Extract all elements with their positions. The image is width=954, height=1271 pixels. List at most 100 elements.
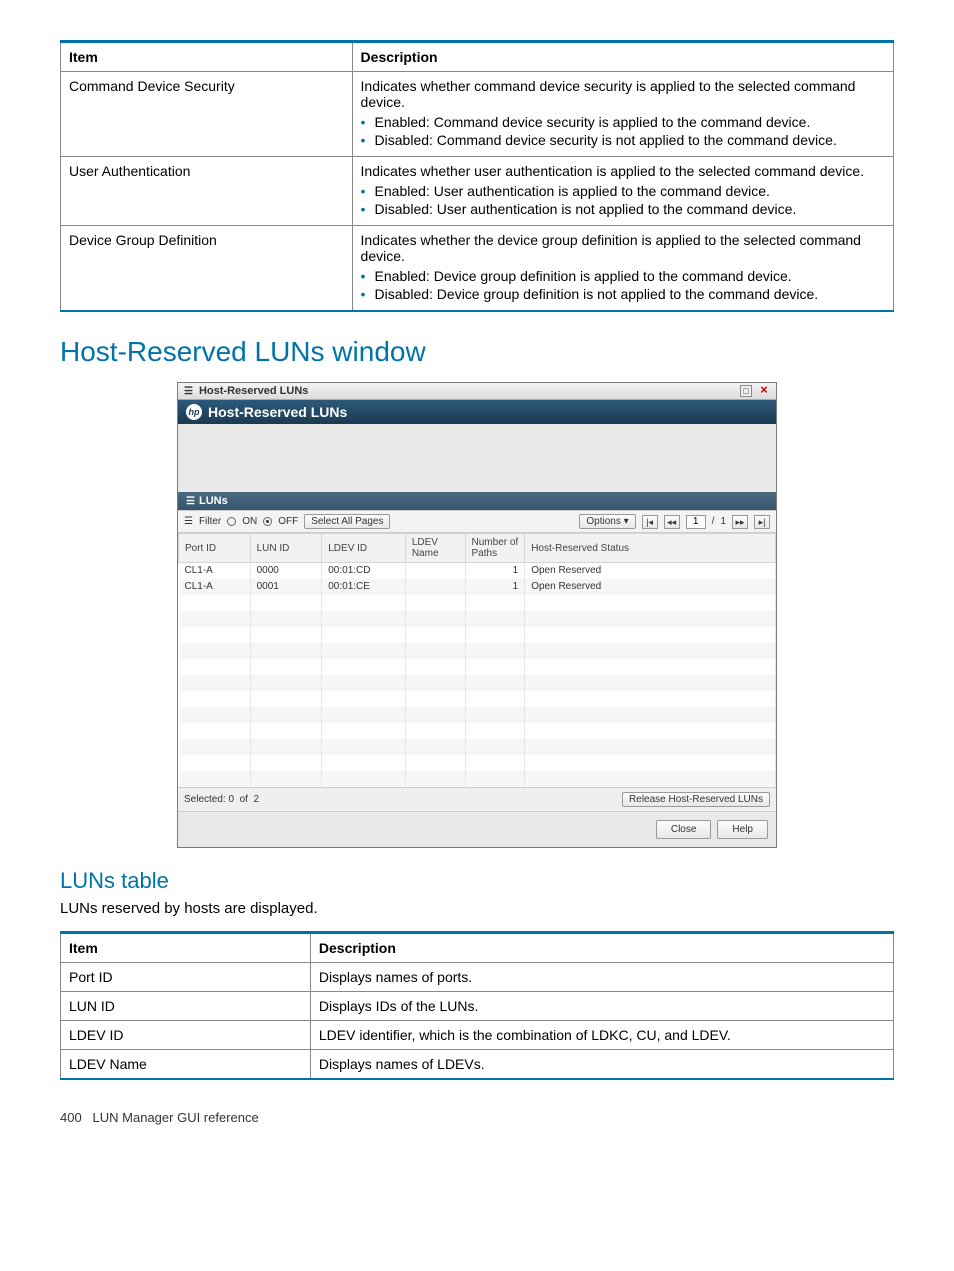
table-row: LDEV ID LDEV identifier, which is the co… xyxy=(61,1020,894,1049)
host-reserved-luns-dialog: ☰ Host-Reserved LUNs □ × hp Host-Reserve… xyxy=(177,382,777,848)
dialog-titlebar: ☰ Host-Reserved LUNs □ × xyxy=(178,383,776,400)
table-row: Port ID Displays names of ports. xyxy=(61,962,894,991)
col-ldev-name[interactable]: LDEV Name xyxy=(405,534,465,563)
bullet: Disabled: Device group definition is not… xyxy=(375,286,885,302)
page-first-button[interactable]: |◂ xyxy=(642,515,658,529)
filter-bar: ☰ Filter ON OFF Select All Pages Options… xyxy=(178,510,776,533)
select-all-pages-button[interactable]: Select All Pages xyxy=(304,514,390,529)
grid-row-empty xyxy=(179,739,776,755)
grid-row-empty xyxy=(179,643,776,659)
cell-item: Device Group Definition xyxy=(61,226,353,312)
cell-lun: 0001 xyxy=(250,579,322,595)
cell-item: LDEV Name xyxy=(61,1049,311,1079)
status-bar: Selected: 0 of 2 Release Host-Reserved L… xyxy=(178,787,776,811)
col-header-desc: Description xyxy=(352,42,893,72)
page-footer-text: LUN Manager GUI reference xyxy=(93,1110,259,1125)
grid-row[interactable]: CL1-A 0001 00:01:CE 1 Open Reserved xyxy=(179,579,776,595)
filter-off-radio[interactable] xyxy=(263,517,272,526)
definitions-table: Item Description Command Device Security… xyxy=(60,40,894,312)
col-ldev-id[interactable]: LDEV ID xyxy=(322,534,406,563)
col-num-paths[interactable]: Number of Paths xyxy=(465,534,525,563)
table-row: LDEV Name Displays names of LDEVs. xyxy=(61,1049,894,1079)
page-total: 1 xyxy=(720,516,726,527)
luns-panel-header[interactable]: ☰ LUNs xyxy=(178,492,776,510)
grid-row-empty xyxy=(179,723,776,739)
cell-status: Open Reserved xyxy=(525,563,776,579)
filter-label: Filter xyxy=(199,516,221,527)
col-port-id[interactable]: Port ID xyxy=(179,534,251,563)
table-row: Device Group Definition Indicates whethe… xyxy=(61,226,894,312)
page-last-button[interactable]: ▸| xyxy=(754,515,770,529)
cell-status: Open Reserved xyxy=(525,579,776,595)
page-current-input[interactable] xyxy=(686,515,706,529)
bullet: Enabled: Command device security is appl… xyxy=(375,114,885,130)
cell-item: Command Device Security xyxy=(61,72,353,157)
desc-text: Indicates whether user authentication is… xyxy=(361,163,865,179)
cell-lun: 0000 xyxy=(250,563,322,579)
close-icon[interactable]: × xyxy=(758,385,770,397)
cell-port: CL1-A xyxy=(179,579,251,595)
grid-row-empty xyxy=(179,595,776,611)
filter-on-label: ON xyxy=(242,516,257,527)
col-host-reserved-status[interactable]: Host-Reserved Status xyxy=(525,534,776,563)
grid-row[interactable]: CL1-A 0000 00:01:CD 1 Open Reserved xyxy=(179,563,776,579)
cell-port: CL1-A xyxy=(179,563,251,579)
dialog-header-title: Host-Reserved LUNs xyxy=(208,404,347,420)
maximize-button[interactable]: □ xyxy=(740,385,752,397)
cell-item: LDEV ID xyxy=(61,1020,311,1049)
luns-label: LUNs xyxy=(199,495,228,507)
bullet: Disabled: User authentication is not app… xyxy=(375,201,885,217)
col-header-item: Item xyxy=(61,932,311,962)
page-prev-button[interactable]: ◂◂ xyxy=(664,515,680,529)
cell-name xyxy=(405,579,465,595)
close-button[interactable]: Close xyxy=(656,820,712,839)
cell-name xyxy=(405,563,465,579)
release-host-reserved-luns-button[interactable]: Release Host-Reserved LUNs xyxy=(622,792,770,807)
table-row: Command Device Security Indicates whethe… xyxy=(61,72,894,157)
hp-logo-icon: hp xyxy=(186,404,202,420)
collapse-icon[interactable]: ☰ xyxy=(184,386,193,397)
cell-desc: Indicates whether user authentication is… xyxy=(352,157,893,226)
cell-desc: Indicates whether command device securit… xyxy=(352,72,893,157)
page-sep: / xyxy=(712,516,715,527)
grid-row-empty xyxy=(179,675,776,691)
filter-off-label: OFF xyxy=(278,516,298,527)
grid-row-empty xyxy=(179,755,776,771)
luns-definitions-table: Item Description Port ID Displays names … xyxy=(60,931,894,1080)
filter-on-radio[interactable] xyxy=(227,517,236,526)
cell-ldev: 00:01:CD xyxy=(322,563,406,579)
cell-item: Port ID xyxy=(61,962,311,991)
cell-paths: 1 xyxy=(465,579,525,595)
page-number: 400 xyxy=(60,1110,82,1125)
page-footer: 400 LUN Manager GUI reference xyxy=(60,1110,894,1125)
options-button[interactable]: Options ▾ xyxy=(579,514,635,529)
grid-row-empty xyxy=(179,611,776,627)
total-count: 2 xyxy=(254,794,260,805)
desc-text: Indicates whether command device securit… xyxy=(361,78,856,110)
col-header-item: Item xyxy=(61,42,353,72)
chevron-icon: ☰ xyxy=(186,496,195,507)
bullet: Enabled: User authentication is applied … xyxy=(375,183,885,199)
col-lun-id[interactable]: LUN ID xyxy=(250,534,322,563)
grid-row-empty xyxy=(179,691,776,707)
dialog-footer: Close Help xyxy=(178,811,776,847)
dialog-title: Host-Reserved LUNs xyxy=(199,385,308,397)
cell-desc: Displays names of ports. xyxy=(310,962,893,991)
help-button[interactable]: Help xyxy=(717,820,768,839)
cell-desc: Displays names of LDEVs. xyxy=(310,1049,893,1079)
grid-row-empty xyxy=(179,771,776,787)
table-row: User Authentication Indicates whether us… xyxy=(61,157,894,226)
cell-ldev: 00:01:CE xyxy=(322,579,406,595)
bullet: Enabled: Device group definition is appl… xyxy=(375,268,885,284)
options-label: Options xyxy=(586,516,620,527)
cell-item: LUN ID xyxy=(61,991,311,1020)
cell-desc: Indicates whether the device group defin… xyxy=(352,226,893,312)
selected-count: 0 xyxy=(228,794,234,805)
table-row: LUN ID Displays IDs of the LUNs. xyxy=(61,991,894,1020)
cell-desc: Displays IDs of the LUNs. xyxy=(310,991,893,1020)
bullet: Disabled: Command device security is not… xyxy=(375,132,885,148)
page-next-button[interactable]: ▸▸ xyxy=(732,515,748,529)
luns-table-desc: LUNs reserved by hosts are displayed. xyxy=(60,900,894,917)
cell-desc: LDEV identifier, which is the combinatio… xyxy=(310,1020,893,1049)
grid-row-empty xyxy=(179,627,776,643)
